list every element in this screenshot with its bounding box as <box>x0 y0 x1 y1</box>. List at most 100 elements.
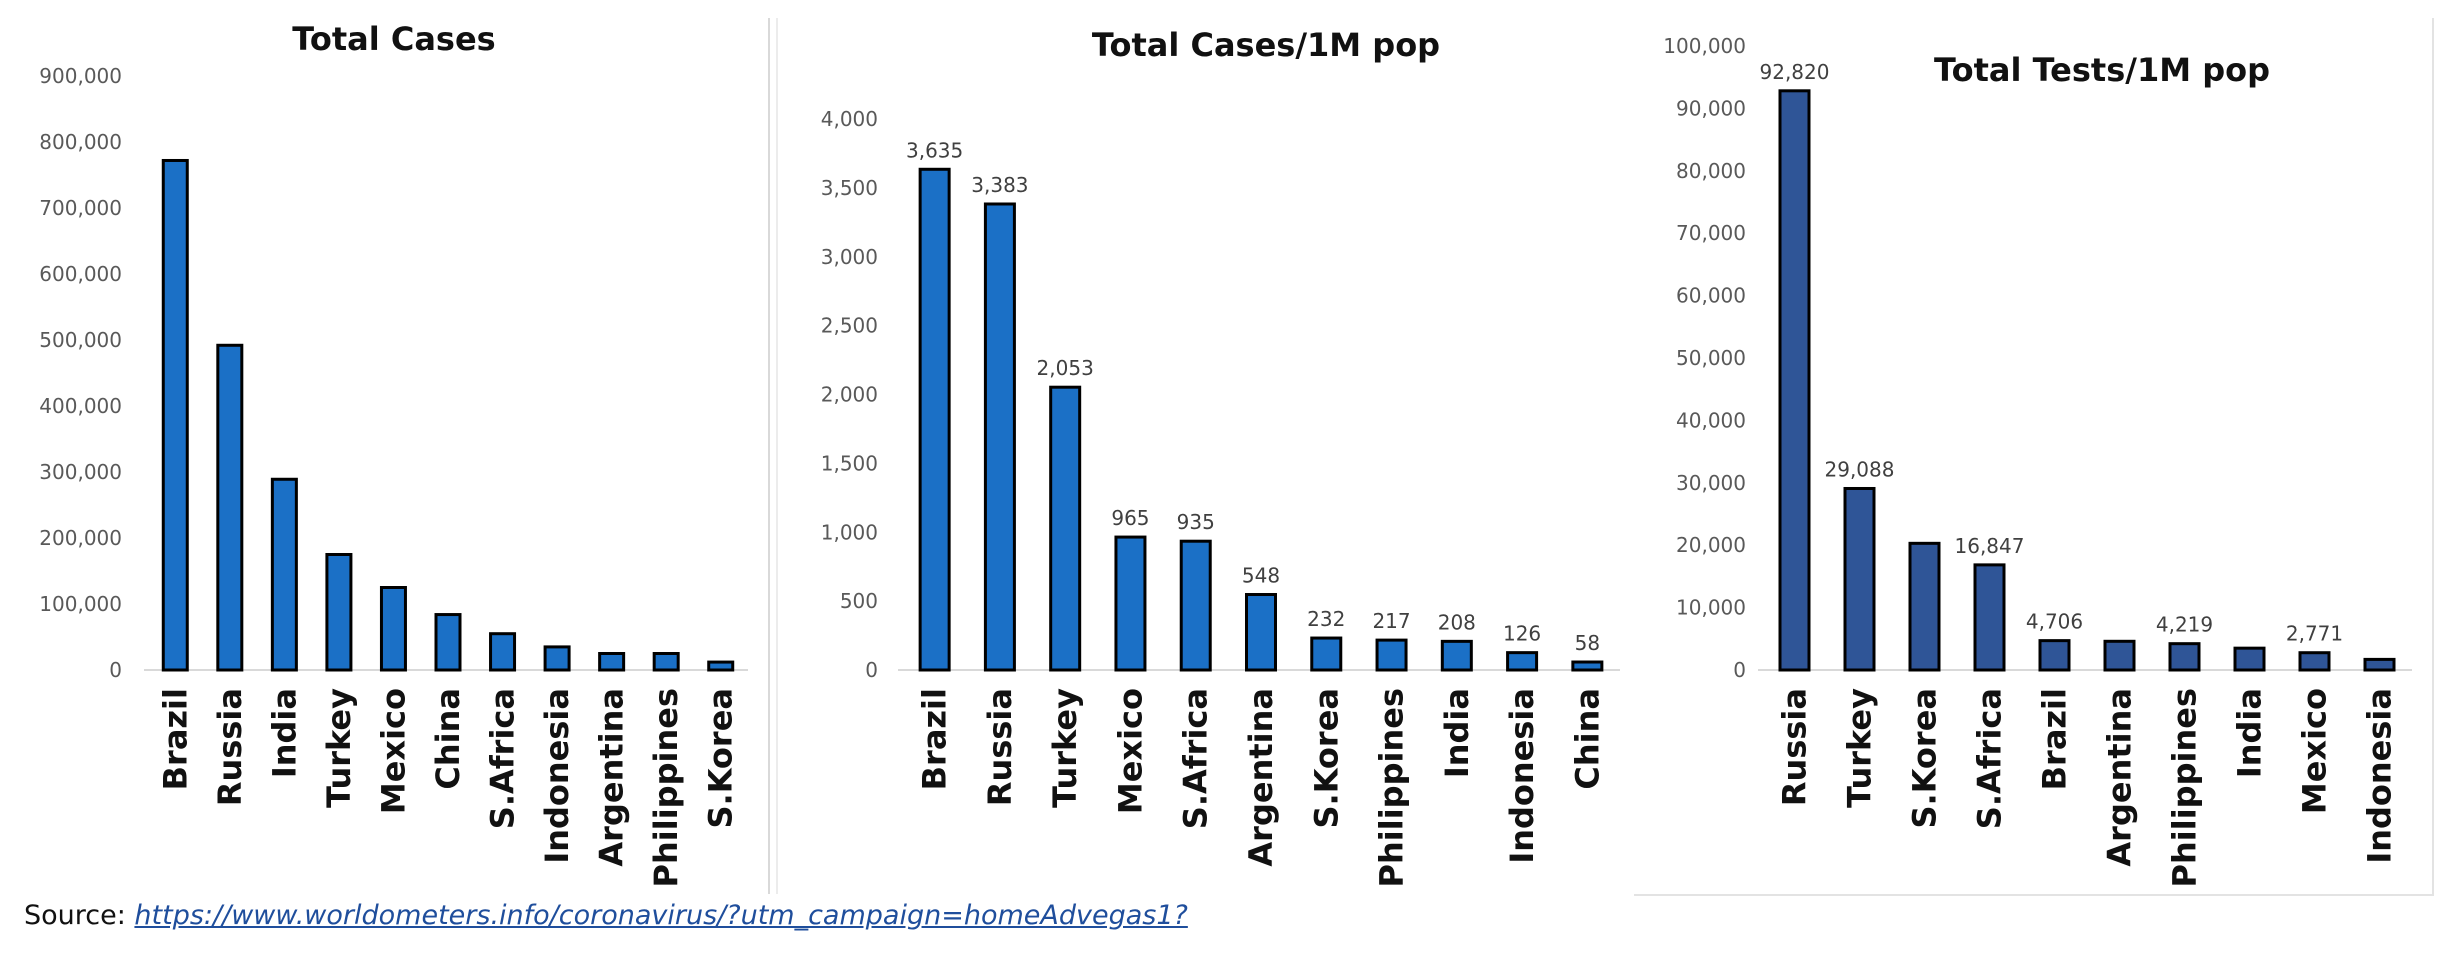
bar-indonesia <box>2363 657 2396 672</box>
data-label: 232 <box>1307 607 1345 631</box>
bar-argentina <box>1245 593 1277 672</box>
category-label: S.Korea <box>1307 688 1345 829</box>
y-tick-label: 300,000 <box>39 460 122 484</box>
category-label: Indonesia <box>1503 688 1541 864</box>
y-tick-label: 70,000 <box>1676 221 1746 245</box>
data-label: 4,706 <box>2026 610 2083 634</box>
category-label: S.Africa <box>1177 688 1215 829</box>
category-label: Argentina <box>2101 688 2139 867</box>
chart-cases-per-million: Total Cases/1M pop 0 500 1,000 1,500 2,000 2,5… <box>821 26 1620 887</box>
chart-title: Total Cases <box>292 20 495 58</box>
y-tick-label: 60,000 <box>1676 284 1746 308</box>
category-label: Mexico <box>2296 688 2334 814</box>
category-label: India <box>265 688 303 778</box>
bar-mexico <box>1114 535 1147 672</box>
chart-title: Total Tests/1M pop <box>1934 51 2270 89</box>
y-tick-label: 800,000 <box>39 130 122 154</box>
y-tick-label: 0 <box>865 658 878 682</box>
bar-indonesia <box>543 645 571 672</box>
category-label: Russia <box>211 688 249 806</box>
category-label: Brazil <box>156 688 194 790</box>
chart-total-cases: Total Cases 0 100,000 200,000 300,000 400,000… <box>39 20 748 887</box>
data-label: 29,088 <box>1825 457 1895 481</box>
y-tick-label: 0 <box>109 658 122 682</box>
bar-skorea <box>1908 541 1941 672</box>
category-label: Indonesia <box>538 688 576 864</box>
data-label: 58 <box>1575 631 1600 655</box>
bar-india <box>1440 639 1473 672</box>
y-tick-label: 0 <box>1733 658 1746 682</box>
bar-philippines <box>2168 642 2201 672</box>
y-tick-label: 20,000 <box>1676 533 1746 557</box>
y-tick-label: 4,000 <box>821 107 878 131</box>
y-tick-label: 30,000 <box>1676 471 1746 495</box>
y-tick-label: 200,000 <box>39 526 122 550</box>
category-label: Philippines <box>2166 688 2204 887</box>
chart-panel-total-cases: Total Cases 0 100,000 200,000 300,000 400,000… <box>20 18 770 894</box>
y-tick-label: 2,500 <box>821 314 878 338</box>
y-tick-label: 700,000 <box>39 196 122 220</box>
y-tick-label: 3,000 <box>821 245 878 269</box>
data-label: 4,219 <box>2156 613 2213 637</box>
data-label: 208 <box>1438 610 1476 634</box>
y-tick-label: 100,000 <box>1663 34 1746 58</box>
category-label: Turkey <box>1841 688 1879 808</box>
data-label: 92,820 <box>1760 60 1830 84</box>
bar-argentina <box>598 652 626 672</box>
data-label: 965 <box>1111 506 1149 530</box>
category-label: Turkey <box>1046 688 1084 808</box>
category-label: Indonesia <box>2361 688 2399 864</box>
category-label: China <box>1568 688 1606 790</box>
y-tick-label: 10,000 <box>1676 596 1746 620</box>
bar-philippines <box>652 652 680 672</box>
bar-turkey <box>325 553 353 672</box>
category-label: Brazil <box>2036 688 2074 790</box>
data-label: 2,771 <box>2286 622 2343 646</box>
bar-safrica <box>1973 563 2006 672</box>
bar-brazil <box>2038 639 2071 672</box>
category-label: China <box>429 688 467 790</box>
y-tick-label: 600,000 <box>39 262 122 286</box>
bar-safrica <box>1179 539 1212 672</box>
category-label: Mexico <box>374 688 412 814</box>
category-label: Brazil <box>916 688 954 790</box>
bar-russia <box>1778 89 1811 672</box>
bar-turkey <box>1049 385 1082 672</box>
source-note: Source: https://www.worldometers.info/co… <box>24 900 1188 931</box>
bar-mexico <box>2298 651 2331 672</box>
category-label: Philippines <box>647 688 685 887</box>
category-label: Philippines <box>1373 688 1411 887</box>
y-tick-label: 500 <box>840 589 878 613</box>
data-label: 16,847 <box>1955 534 2025 558</box>
source-label: Source: <box>24 900 135 931</box>
data-label: 2,053 <box>1037 356 1094 380</box>
y-tick-label: 50,000 <box>1676 346 1746 370</box>
y-tick-label: 1,500 <box>821 451 878 475</box>
bar-brazil <box>161 158 189 672</box>
category-label: Argentina <box>593 688 631 867</box>
bar-skorea <box>1310 636 1343 672</box>
chart-tests-per-million: Total Tests/1M pop 0 10,000 20,000 30,000 40,… <box>1663 34 2412 887</box>
y-tick-label: 3,500 <box>821 176 878 200</box>
bar-india <box>270 477 298 672</box>
bar-russia <box>216 343 244 672</box>
y-tick-label: 2,000 <box>821 383 878 407</box>
category-label: Argentina <box>1242 688 1280 867</box>
category-label: S.Africa <box>484 688 522 829</box>
source-link[interactable]: https://www.worldometers.info/coronaviru… <box>134 900 1188 931</box>
bar-russia <box>983 202 1016 672</box>
bar-china <box>434 613 462 672</box>
y-tick-label: 100,000 <box>39 592 122 616</box>
chart-title: Total Cases/1M pop <box>1092 26 1440 64</box>
category-label: Turkey <box>320 688 358 808</box>
bar-safrica <box>489 632 517 672</box>
bar-skorea <box>707 660 735 672</box>
data-label: 126 <box>1503 622 1541 646</box>
category-label: India <box>2231 688 2269 778</box>
data-label: 217 <box>1372 609 1410 633</box>
category-label: Russia <box>981 688 1019 806</box>
chart-panel-tests-per-million: Total Tests/1M pop 0 10,000 20,000 30,000 40,… <box>1634 18 2434 896</box>
y-tick-label: 400,000 <box>39 394 122 418</box>
bar-india <box>2233 646 2266 672</box>
category-label: Mexico <box>1111 688 1149 814</box>
